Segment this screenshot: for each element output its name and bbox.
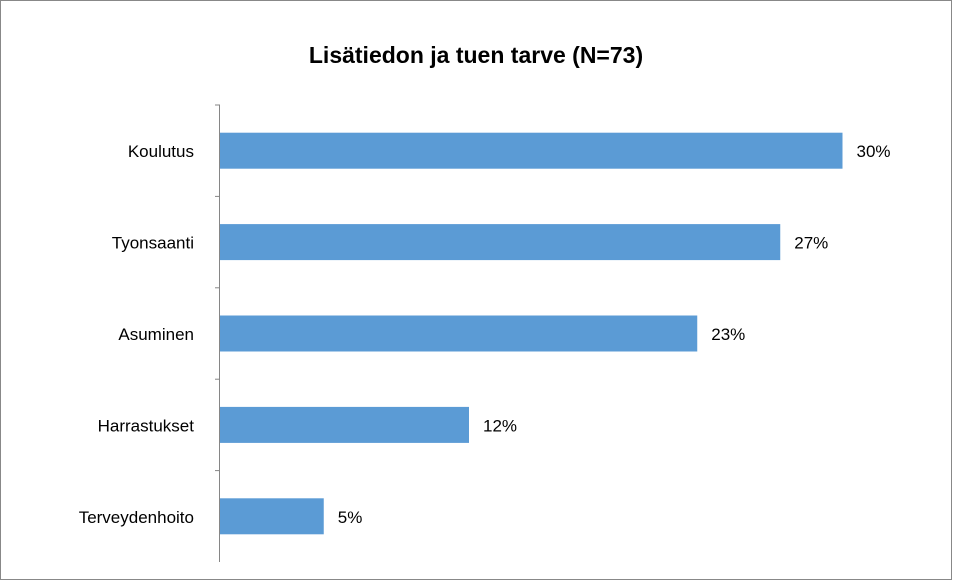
category-label: Asuminen (118, 325, 194, 344)
value-label: 5% (338, 508, 363, 527)
bar (220, 498, 324, 535)
value-label: 12% (483, 416, 517, 435)
value-label: 23% (711, 325, 745, 344)
chart-title: Lisätiedon ja tuen tarve (N=73) (309, 42, 643, 68)
bar (220, 315, 698, 352)
bar (220, 406, 469, 443)
category-label: Tyonsaanti (112, 234, 194, 253)
category-label: Koulutus (128, 142, 194, 161)
bar (220, 224, 781, 261)
category-label: Harrastukset (98, 416, 195, 435)
bar (220, 132, 843, 169)
category-label: Terveydenhoito (79, 508, 194, 527)
value-label: 27% (794, 234, 828, 253)
value-label: 30% (857, 142, 891, 161)
